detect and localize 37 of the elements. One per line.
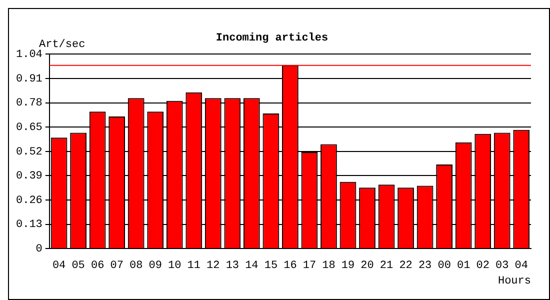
x-tick-label: 20: [360, 260, 374, 272]
x-tick-label: 15: [264, 260, 278, 272]
x-tick-label: 09: [148, 260, 162, 272]
x-tick-label: 01: [456, 260, 471, 272]
x-tick-label: 08: [129, 260, 143, 272]
x-tick-label: 07: [110, 260, 124, 272]
x-tick-label: 00: [438, 260, 451, 272]
x-tick-label: 19: [341, 260, 355, 272]
x-tick-label: 17: [302, 260, 316, 272]
x-tick-label: 12: [206, 260, 220, 272]
y-tick-label: 0.52: [16, 146, 42, 158]
x-tick-label: 18: [322, 260, 336, 272]
x-tick-label: 11: [187, 260, 201, 272]
x-tick-label: 06: [90, 260, 104, 272]
x-tick-label: 16: [284, 260, 297, 272]
x-tick-label: 21: [380, 260, 394, 272]
y-tick-label: 0: [36, 244, 42, 256]
y-tick-label: 0.65: [16, 122, 42, 134]
x-tick-label: 04: [514, 260, 528, 272]
y-tick-label: 0.26: [16, 194, 42, 207]
y-tick-label: 0.39: [16, 170, 42, 183]
x-tick-label: 13: [226, 260, 240, 272]
y-tick-label: 0.13: [16, 219, 42, 232]
x-tick-label: 03: [496, 260, 509, 272]
y-tick-label: 0.78: [16, 98, 42, 110]
x-tick-label: 14: [245, 260, 259, 272]
chart-title: Incoming articles: [216, 32, 328, 44]
y-axis-title: Art/sec: [39, 39, 86, 51]
x-tick-label: 05: [72, 260, 85, 272]
x-axis-title: Hours: [498, 275, 531, 288]
x-tick-label: 02: [476, 260, 490, 272]
y-tick-label: 0.91: [16, 73, 43, 86]
x-tick-label: 04: [52, 260, 66, 272]
x-tick-label: 22: [399, 260, 412, 272]
x-tick-label: 23: [418, 260, 432, 272]
y-tick-label: 1.04: [16, 49, 43, 62]
x-tick-label: 10: [168, 260, 182, 272]
